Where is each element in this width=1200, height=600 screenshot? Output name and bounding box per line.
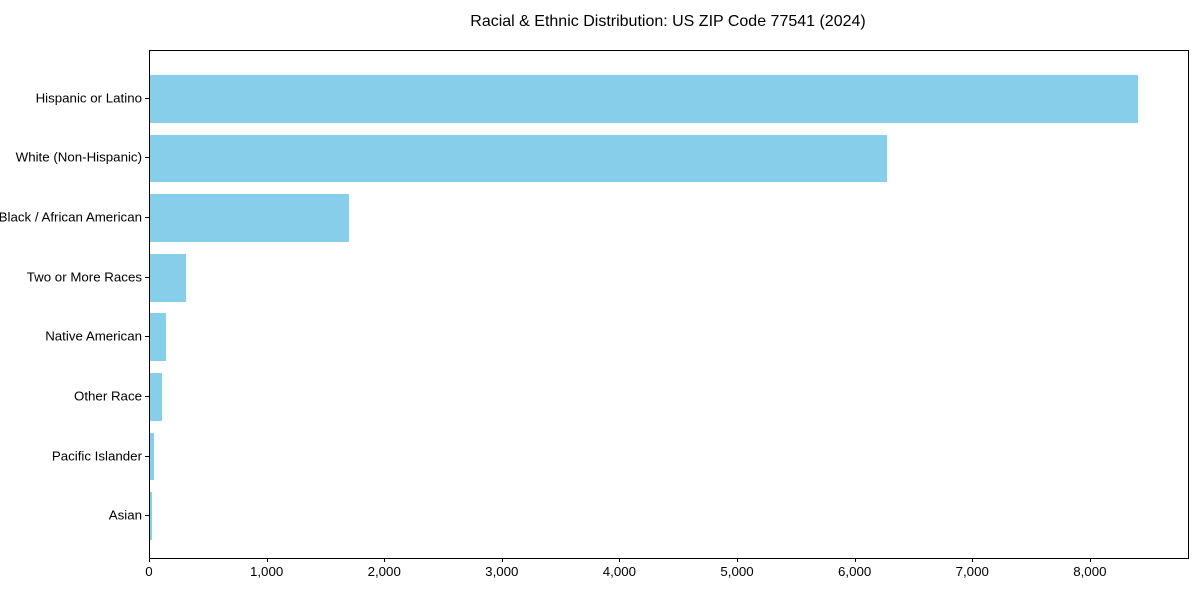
- x-tick-label-5-000: 5,000: [720, 564, 754, 579]
- chart-title: Racial & Ethnic Distribution: US ZIP Cod…: [470, 13, 866, 30]
- bar-hispanic-or-latino: [150, 74, 1138, 123]
- y-tick-mark: [145, 395, 149, 397]
- y-tick-mark: [145, 97, 149, 99]
- x-tick-label-3-000: 3,000: [485, 564, 519, 579]
- bar-white-non-hispanic: [150, 134, 888, 183]
- bar-black-african-american: [150, 194, 349, 242]
- x-tick-label-1-000: 1,000: [249, 564, 284, 579]
- y-tick-mark: [145, 336, 149, 338]
- y-axis-label-other-race: Other Race: [74, 388, 142, 404]
- x-tick-mark: [854, 558, 856, 562]
- y-axis-label-pacific-islander: Pacific Islander: [51, 448, 142, 464]
- y-tick-mark: [145, 157, 149, 159]
- bar-native-american: [150, 313, 166, 362]
- bar-other-race: [150, 373, 162, 421]
- x-tick-label-8-000: 8,000: [1073, 564, 1107, 579]
- plot-area: [149, 50, 1189, 559]
- y-tick-mark: [145, 515, 149, 517]
- y-axis-label-hispanic-or-latino: Hispanic or Latino: [35, 90, 142, 106]
- y-axis-label-white-non-hispanic: White (Non-Hispanic): [15, 149, 142, 165]
- y-axis-label-black-african-american: Black / African American: [0, 209, 142, 225]
- x-tick-mark: [149, 558, 150, 562]
- x-tick-label-0: 0: [145, 564, 153, 579]
- y-axis-label-two-or-more-races: Two or More Races: [26, 269, 142, 285]
- bar-pacific-islander: [150, 432, 155, 481]
- x-tick-mark: [1089, 558, 1091, 562]
- y-tick-mark: [145, 217, 149, 218]
- y-axis-label-asian: Asian: [108, 507, 142, 523]
- y-tick-mark: [145, 276, 149, 278]
- x-tick-mark: [384, 558, 386, 562]
- x-tick-label-4-000: 4,000: [602, 564, 637, 579]
- x-tick-mark: [737, 558, 739, 562]
- x-tick-mark: [619, 558, 621, 562]
- y-tick-mark: [145, 455, 149, 457]
- x-tick-label-2-000: 2,000: [367, 564, 401, 579]
- x-tick-label-7-000: 7,000: [955, 564, 989, 579]
- bar-asian: [150, 492, 152, 541]
- x-tick-mark: [501, 558, 503, 562]
- x-tick-label-6-000: 6,000: [838, 564, 872, 579]
- bar-two-or-more-races: [150, 253, 186, 302]
- x-tick-mark: [972, 558, 974, 562]
- x-tick-mark: [266, 558, 268, 562]
- y-axis-label-native-american: Native American: [45, 328, 142, 344]
